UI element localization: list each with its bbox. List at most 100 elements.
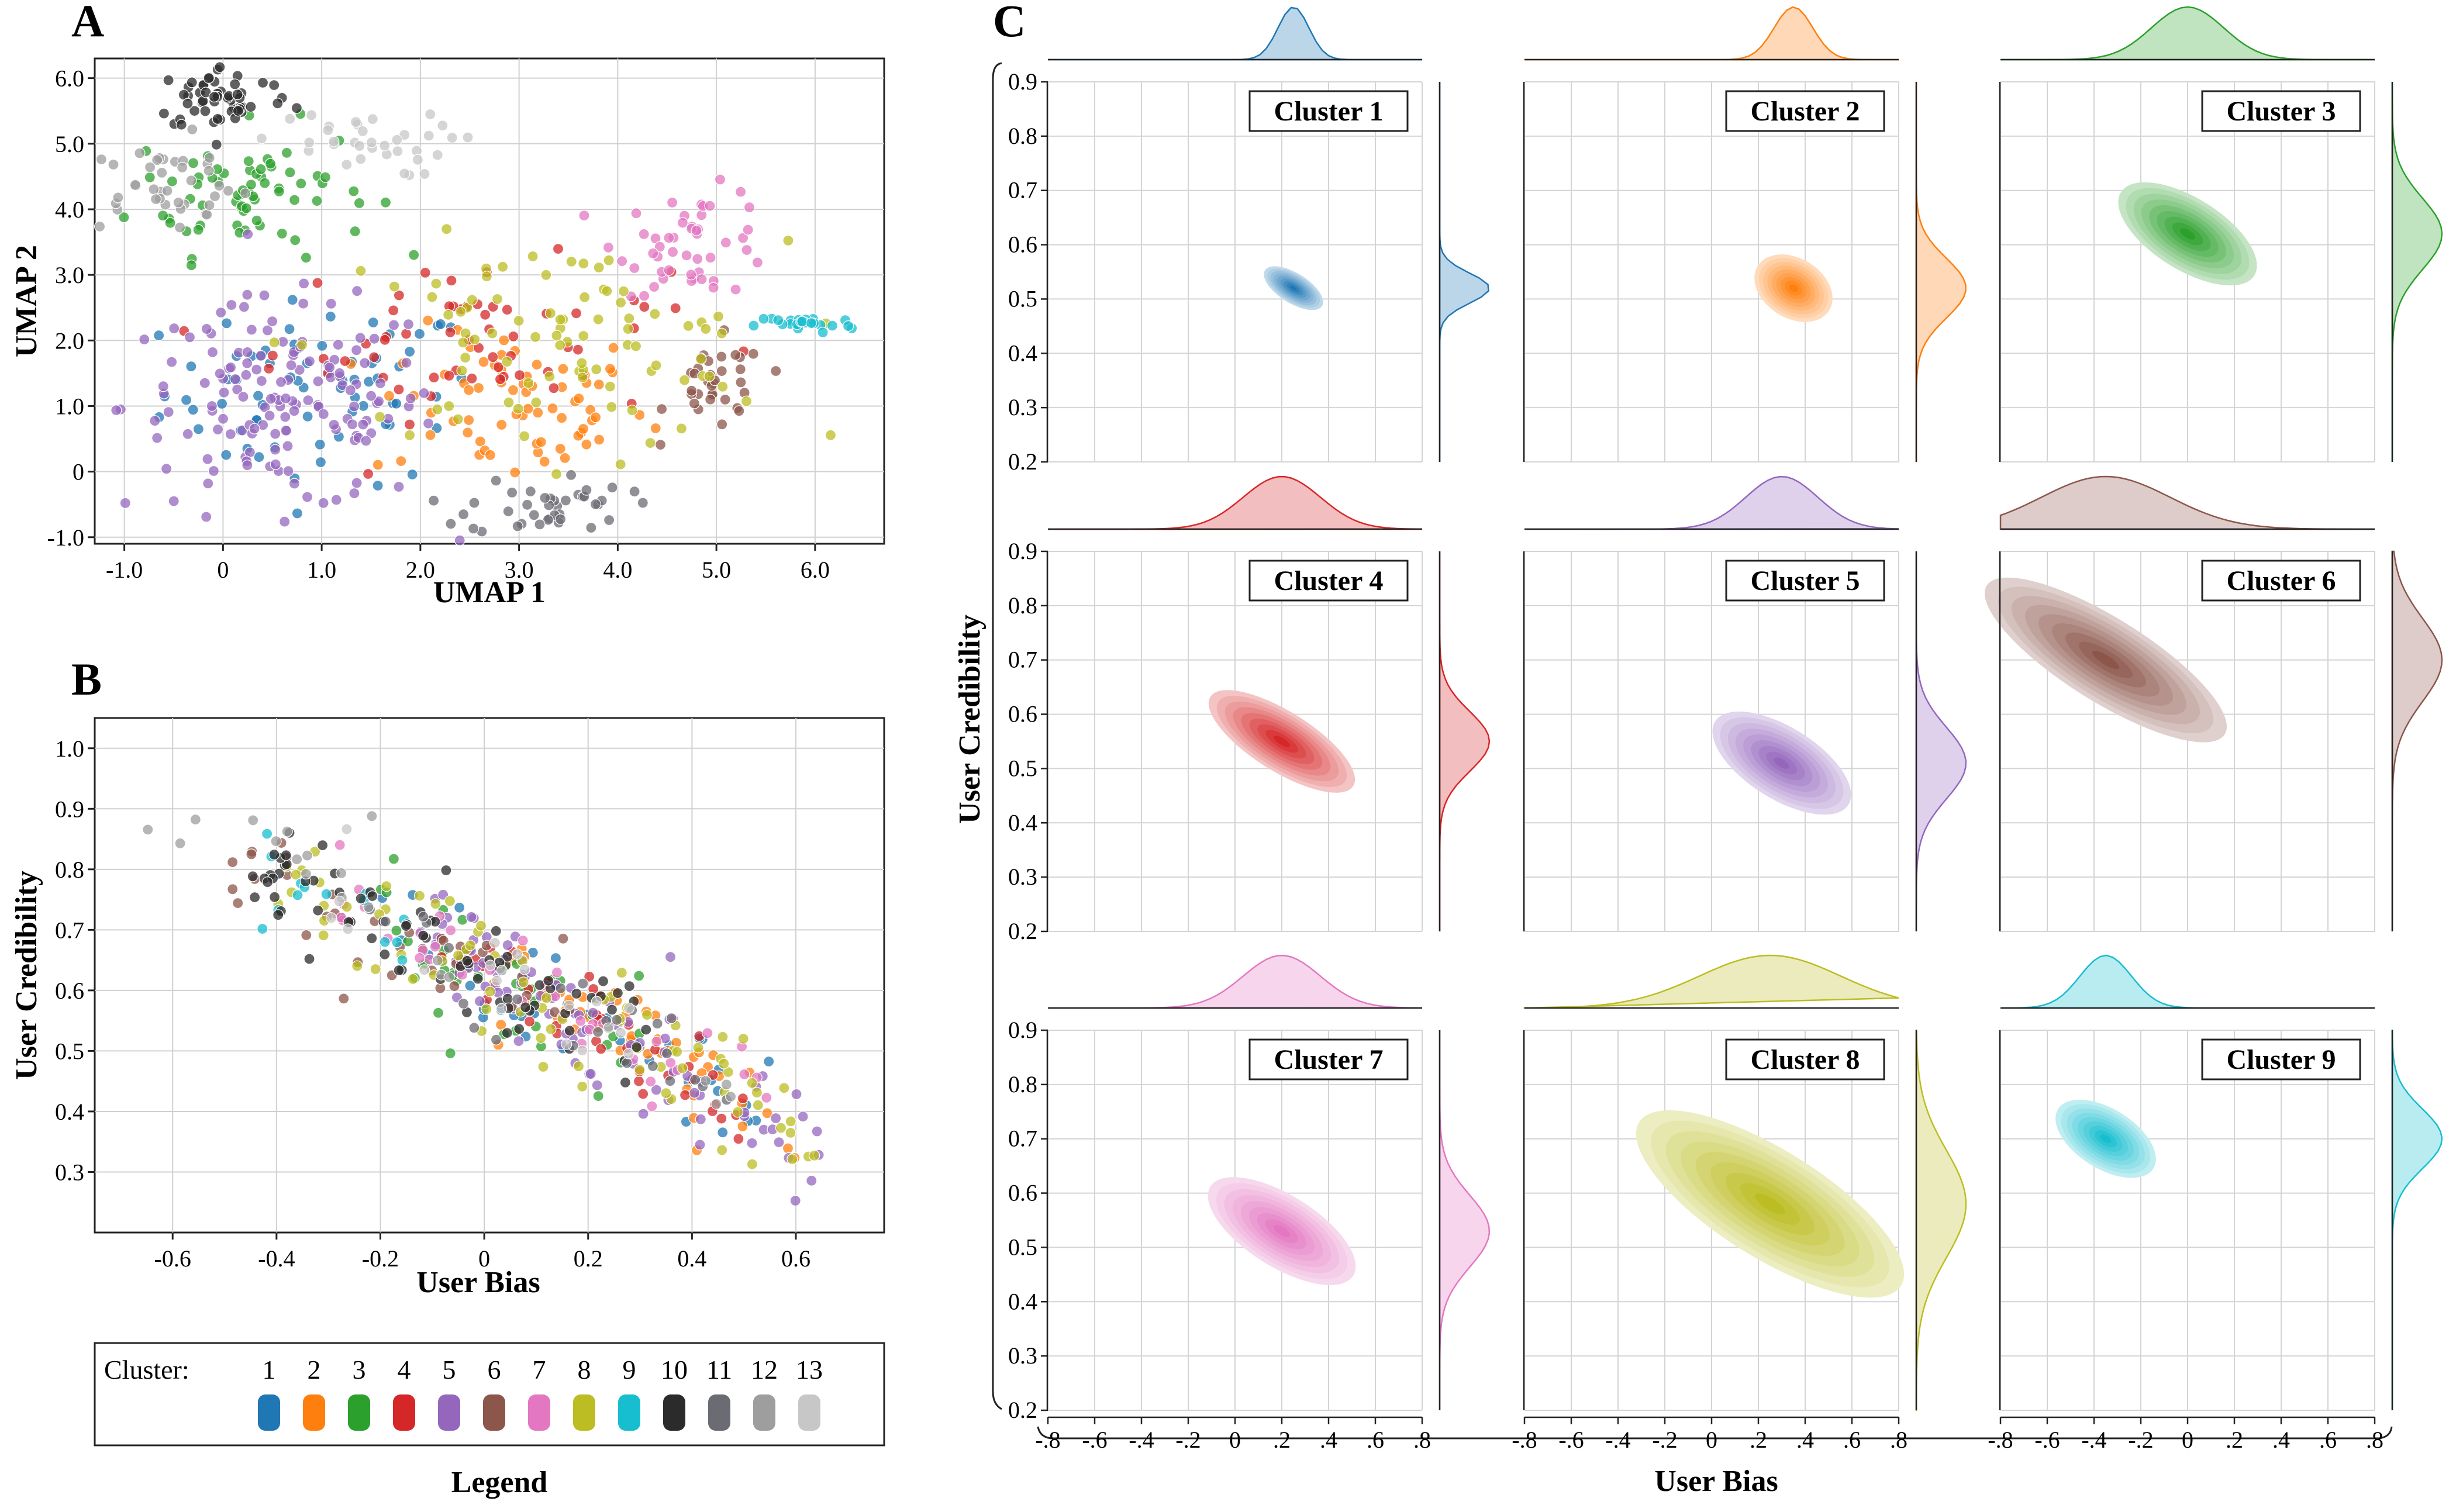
- cluster-6-point: [735, 377, 747, 388]
- cluster-1-point: [367, 316, 379, 329]
- cluster-11-point: [490, 475, 502, 486]
- cluster-9-point: [772, 314, 784, 326]
- legend-label: 13: [796, 1355, 823, 1385]
- x-tick-label: 0.6: [781, 1245, 810, 1272]
- cluster-11-point: [445, 518, 457, 530]
- axis-ticks: -0.6 -0.4 -0.2 0 0.2 0.4 0.6 0.3 0.4 0.5 0.6 0.7 0.8…: [55, 736, 810, 1272]
- cluster-10-point: [440, 864, 452, 876]
- cluster-2-point: [539, 455, 550, 468]
- cluster-11-point: [427, 495, 440, 506]
- cluster-3-point: [349, 226, 361, 237]
- cluster-11-point: [664, 1075, 676, 1087]
- cluster-cell-2: Cluster 2: [1523, 6, 1967, 462]
- cluster-12-point: [108, 158, 119, 170]
- cluster-1-point: [220, 317, 233, 329]
- cluster-4-point: [466, 372, 478, 384]
- y-tick-label: 0.7: [1008, 177, 1037, 203]
- cluster-8-point: [413, 890, 426, 902]
- cluster-12-point: [201, 209, 213, 220]
- cluster-13-point: [328, 136, 340, 147]
- cluster-8-point: [593, 261, 605, 274]
- x-tick-label: 0.2: [574, 1245, 603, 1272]
- y-marginal-density: [1915, 1029, 1967, 1411]
- cluster-8-point: [550, 468, 563, 480]
- cluster-5-point: [298, 298, 309, 309]
- y-tick-label: 5.0: [55, 131, 84, 157]
- x-tick-label: 4.0: [603, 557, 632, 583]
- cluster-9-point: [842, 320, 854, 332]
- cluster-5-point: [217, 413, 229, 424]
- cluster-6-point: [770, 365, 782, 377]
- cluster-11-point: [665, 1013, 677, 1024]
- cluster-7-point: [638, 290, 650, 302]
- cluster-5-point: [184, 332, 196, 343]
- cluster-8-point: [752, 1099, 764, 1111]
- cluster-3-point: [118, 212, 130, 223]
- y-tick-label: 0.8: [1008, 123, 1037, 149]
- cluster-5-point: [365, 390, 377, 402]
- cluster-13-point: [561, 1038, 572, 1050]
- cluster-5-point: [280, 392, 292, 405]
- cluster-10-point: [163, 74, 174, 86]
- cluster-4-point: [494, 374, 506, 385]
- cluster-8-point: [457, 337, 469, 348]
- cluster-8-point: [512, 403, 524, 415]
- cluster-9-point: [320, 888, 332, 900]
- cluster-1-point: [372, 479, 384, 492]
- y-tick-label: 0.3: [1008, 864, 1037, 890]
- cluster-5-point: [332, 339, 344, 351]
- density-contour: [2100, 1134, 2112, 1144]
- cluster-7-point: [413, 952, 426, 964]
- x-tick-label: .6: [1843, 1427, 1861, 1453]
- cluster-8-point: [481, 271, 493, 282]
- cluster-12-point: [187, 123, 198, 135]
- cluster-7-point: [741, 244, 753, 256]
- cluster-1-point: [464, 980, 476, 992]
- cluster-1-point: [763, 1055, 775, 1068]
- cluster-11-point: [577, 978, 589, 989]
- cluster-10-point: [175, 119, 187, 130]
- cluster-4-point: [444, 326, 456, 338]
- cluster-7-point: [743, 202, 756, 213]
- cluster-8-point: [551, 330, 563, 341]
- cluster-8-point: [717, 1031, 729, 1043]
- cluster-5-point: [318, 497, 329, 509]
- cluster-4-point: [446, 275, 457, 286]
- cluster-8-point: [751, 1087, 763, 1099]
- cluster-8-point: [778, 1082, 790, 1094]
- density-contour: [1755, 1193, 1785, 1214]
- cluster-10-point: [393, 964, 405, 976]
- cluster-1-point: [302, 410, 313, 422]
- cluster-5-point: [806, 1175, 817, 1186]
- cluster-11-point: [581, 484, 592, 496]
- cluster-5-point: [773, 1136, 785, 1148]
- cluster-2-point: [589, 412, 602, 423]
- y-tick-label: 4.0: [55, 196, 84, 223]
- cluster-10-point: [247, 871, 258, 882]
- cluster-5-point: [298, 278, 310, 289]
- cluster-4-point: [428, 372, 440, 384]
- cluster-8-point: [634, 1064, 646, 1076]
- cluster-5-point: [664, 951, 677, 963]
- cluster-5-point: [256, 375, 267, 387]
- cluster-4-point: [419, 267, 431, 278]
- cluster-2-point: [593, 378, 605, 391]
- cluster-3-point: [251, 215, 263, 226]
- cluster-1-point: [717, 1127, 729, 1138]
- cluster-1-point: [406, 468, 418, 481]
- cluster-2-point: [463, 384, 475, 396]
- cluster-5-point: [344, 384, 356, 396]
- legend-swatch-10: [663, 1394, 685, 1431]
- cluster-6-point: [716, 419, 728, 430]
- x-tick-label: .8: [1413, 1427, 1431, 1453]
- cluster-8-point: [452, 413, 464, 425]
- legend-swatch-5: [438, 1394, 460, 1431]
- cluster-8-point: [554, 339, 566, 351]
- cluster-8-point: [518, 976, 529, 988]
- cluster-8-point: [407, 973, 419, 985]
- cluster-11-point: [629, 486, 640, 498]
- cluster-8-point: [544, 308, 557, 319]
- legend-swatch-4: [393, 1394, 415, 1431]
- cluster-11-point: [603, 514, 615, 526]
- cluster-8-point: [443, 309, 454, 321]
